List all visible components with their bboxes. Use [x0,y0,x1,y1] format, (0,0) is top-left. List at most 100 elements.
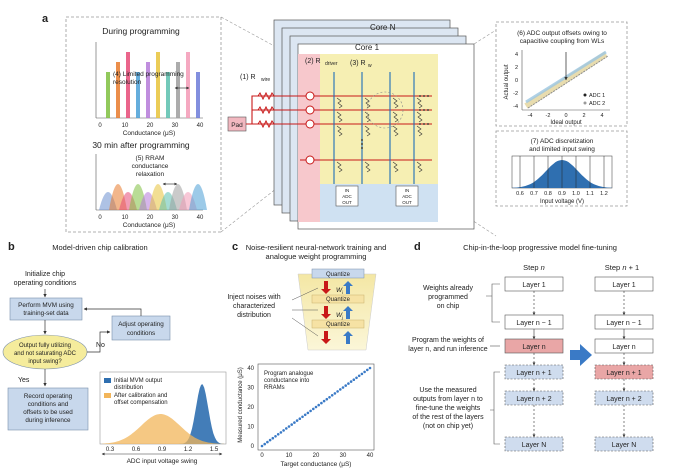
scatter-point [263,442,267,446]
tick-label: 0 [515,78,518,84]
r-driver-label: (2) R [305,58,321,65]
scatter-point [325,397,329,401]
hist-spike [146,62,150,118]
pad-label: Pad [231,122,243,129]
tick-label: 2 [582,113,585,119]
legend-initial-2: distribution [114,385,143,391]
layer-column-step-n1: Layer 1 Layer n − 1 Layer n Layer n + 1 Laye… [594,276,654,452]
panel-b-title: Model-driven chip calibration [52,243,147,252]
tick-label: 1.0 [572,191,580,197]
tick-label: 40 [197,215,204,221]
scatter-point [276,433,280,436]
record-line1: Record operating [24,393,73,400]
step-n1-header: Step n + 1 [605,263,639,272]
layer-label: Layer 1 [612,282,635,289]
quantize-2: Quantize [326,297,351,303]
relaxation-bump [189,184,207,210]
record-line4: during inference [25,417,71,424]
quantize-stack: Quantize Quantize Quantize W i W j [297,268,377,351]
adjust-line1: Adjust operating [118,321,164,328]
ellipsis-dot [427,95,429,97]
hist-bottom-title: 30 min after programming [92,140,190,150]
scatter-point [271,436,275,440]
c-ylabel: Measured conductance (μS) [238,367,244,443]
scatter-point [360,372,364,376]
record-line3: offsets to be used [23,409,73,416]
hist-bottom-plot [95,154,207,211]
c-xlabel: Target conductance (μS) [281,461,352,468]
hist-top-plot [95,42,203,119]
use-line5: (not on chip yet) [423,423,473,430]
layer-label: Layer N [612,442,637,449]
tick-label: 0.6 [132,447,141,453]
hist-spike [136,72,140,118]
w-label-i: W [336,287,343,294]
step-arrow [570,344,592,366]
hist-bottom-ticks: 0 10 20 30 40 [98,215,204,221]
panel-c-title-1: Noise-resilient neural-network training … [246,243,387,252]
pad-wire: Pad (1) R wire [227,74,300,132]
tick-label: 40 [197,123,204,129]
tick-label: 10 [247,425,254,431]
tick-label: 20 [147,215,154,221]
scatter-point [303,413,307,417]
adc-block-1 [335,185,359,207]
rram-cell [364,161,371,173]
ellipsis-dot [419,123,421,125]
scatter-point [268,438,272,442]
hist-bottom-note-2: conductance [132,163,169,170]
r-wire-label: (1) R [240,74,256,81]
r-w-label: (3) R [350,60,366,67]
step-n-header: Step n [523,263,545,272]
program-line2: layer n, and run inference [408,346,487,353]
scatter-point [328,396,331,399]
layer-column-step-n: Layer 1 Layer n − 1 Layer n Layer n + 1 Laye… [504,276,564,452]
panel-d-title: Chip-in-the-loop progressive model fine-… [463,243,617,252]
use-line4: of the rest of the layers [412,414,484,421]
panel-label-a: a [42,13,49,25]
adc-out-1: OUT [342,200,352,205]
init-line1: Initialize chip [25,271,65,278]
tick-label: 0 [564,113,567,119]
adc-discrete-title-2: and limited input swing [529,146,595,153]
tick-label: 20 [313,453,320,459]
adc-offset-title-1: (6) ADC output offsets owing to [517,30,607,37]
tick-label: 1.2 [600,191,608,197]
hist-bottom-note-1: (5) RRAM [136,155,165,162]
driver [305,155,315,165]
mvm-line2: training-set data [23,310,69,317]
ellipsis-dot [361,139,363,141]
tick-label: 0 [260,453,264,459]
tick-label: 30 [340,453,347,459]
legend-adc2: ADC 2 [589,101,605,107]
rram-cell [416,97,423,109]
adc-discrete-title-1: (7) ADC discretization [531,138,594,145]
adc-offset-ylabel: Actual output [504,64,510,99]
tick-label: 20 [247,405,254,411]
scatter-point [287,425,291,428]
driver [305,91,315,101]
scatter-point [285,427,288,430]
decision-line1: Output fully utilizing [19,343,71,349]
layer-label: Layer n − 1 [606,320,641,327]
scatter-point [320,401,323,405]
tick-label: -4 [528,113,533,119]
program-line1: Program the weights of [412,337,484,344]
scatter-point [274,435,277,438]
adc-offset-panel: (6) ADC output offsets owing to capaciti… [495,21,628,127]
weights-line3: on chip [437,303,460,310]
rram-cell [392,161,399,173]
tick-label: 0 [251,444,255,450]
tick-label: 0.8 [544,191,552,197]
scatter-point [352,378,356,382]
scatter-point [293,421,296,424]
tick-label: 1.1 [586,191,594,197]
tick-label: 1.5 [210,447,219,453]
scatter-point [363,370,366,374]
adc-text-1: ADC [342,194,352,199]
tick-label: 40 [247,366,254,372]
hist-spike [116,62,120,118]
tick-label: 10 [286,453,293,459]
ellipsis-dot [427,109,429,111]
adc-discrete-xlabel: Input voltage (V) [540,199,584,205]
